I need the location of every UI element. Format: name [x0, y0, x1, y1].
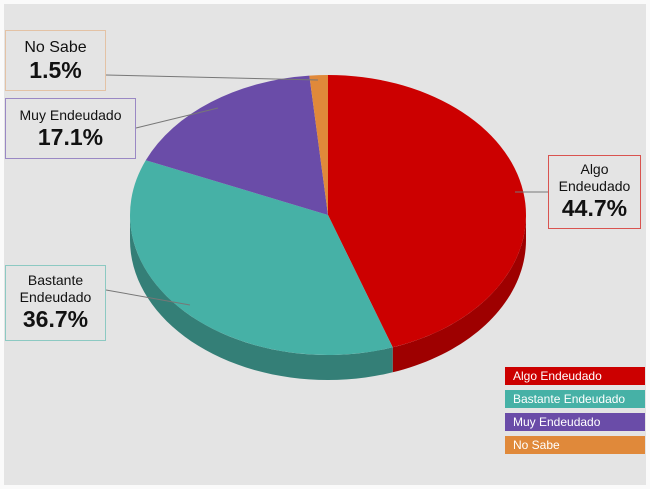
- leader-line-1: [105, 289, 191, 306]
- pie-side-1: [130, 215, 393, 380]
- label-value: 44.7%: [561, 195, 628, 221]
- label-algo-endeudado: Algo Endeudado 44.7%: [548, 155, 641, 229]
- pie-slice-algo-endeudado: [328, 75, 527, 348]
- label-value: 36.7%: [22, 306, 89, 332]
- legend-item-muy-endeudado: Muy Endeudado: [505, 413, 645, 431]
- pie-slice-muy-endeudado: [145, 75, 328, 215]
- leader-line-3: [105, 74, 319, 81]
- label-bastante-endeudado: Bastante Endeudado 36.7%: [5, 265, 106, 341]
- label-value: 1.5%: [29, 57, 82, 83]
- leader-line-2: [135, 107, 219, 129]
- label-name: Endeudado: [19, 289, 92, 305]
- label-name: Algo: [580, 161, 609, 177]
- label-name: Endeudado: [558, 178, 631, 194]
- pie-side-0: [392, 215, 526, 373]
- label-muy-endeudado: Muy Endeudado 17.1%: [5, 98, 136, 159]
- label-name: No Sabe: [24, 39, 87, 56]
- label-name: Bastante: [27, 272, 84, 288]
- pie-slice-no-sabe: [309, 75, 328, 215]
- label-value: 17.1%: [37, 124, 104, 150]
- pie-slice-bastante-endeudado: [129, 160, 393, 356]
- legend-item-algo-endeudado: Algo Endeudado: [505, 367, 645, 385]
- label-name: Muy Endeudado: [19, 107, 122, 123]
- label-no-sabe: No Sabe 1.5%: [5, 30, 106, 91]
- legend-item-bastante-endeudado: Bastante Endeudado: [505, 390, 645, 408]
- legend-item-no-sabe: No Sabe: [505, 436, 645, 454]
